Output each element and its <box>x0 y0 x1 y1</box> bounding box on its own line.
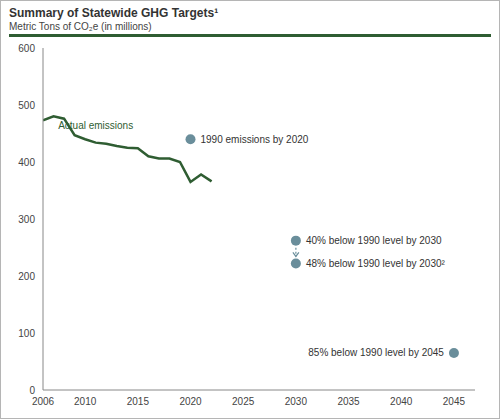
html-text:Metric Tons of CO₂e (in millio: Metric Tons of CO₂e (in millions) <box>9 21 152 32</box>
svg-text:300: 300 <box>18 214 35 225</box>
svg-text:2030: 2030 <box>285 396 308 407</box>
svg-text:2040: 2040 <box>390 396 413 407</box>
svg-text:Actual emissions: Actual emissions <box>58 120 133 131</box>
svg-text:1990 emissions by 2020: 1990 emissions by 2020 <box>201 134 309 145</box>
svg-text:2020: 2020 <box>179 396 202 407</box>
svg-text:48% below 1990 level by 2030²: 48% below 1990 level by 2030² <box>306 258 446 269</box>
svg-text:85% below 1990 level by 2045: 85% below 1990 level by 2045 <box>308 347 444 358</box>
svg-text:600: 600 <box>18 43 35 54</box>
svg-text:400: 400 <box>18 157 35 168</box>
svg-text:500: 500 <box>18 100 35 111</box>
svg-text:200: 200 <box>18 271 35 282</box>
svg-text:2035: 2035 <box>337 396 360 407</box>
svg-text:100: 100 <box>18 328 35 339</box>
svg-text:2045: 2045 <box>443 396 466 407</box>
svg-text:2015: 2015 <box>127 396 150 407</box>
svg-text:2025: 2025 <box>232 396 255 407</box>
svg-text:0: 0 <box>29 385 35 396</box>
svg-text:2006: 2006 <box>32 396 55 407</box>
svg-text:40% below 1990 level by 2030: 40% below 1990 level by 2030 <box>306 235 442 246</box>
svg-text:2010: 2010 <box>74 396 97 407</box>
html-text:Summary of Statewide GHG Targe: Summary of Statewide GHG Targets¹ <box>9 6 219 20</box>
